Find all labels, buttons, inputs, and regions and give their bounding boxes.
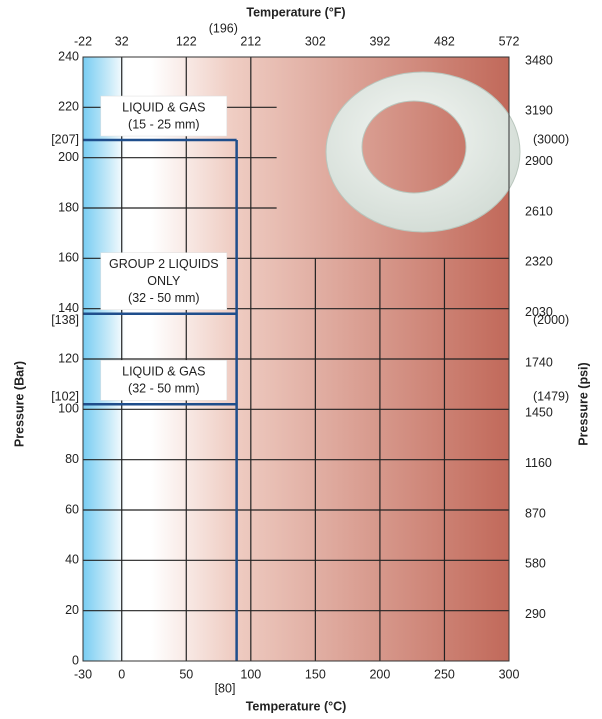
grid	[83, 57, 509, 661]
x-tick-label: 300	[499, 667, 520, 681]
region-label: ONLY	[147, 274, 181, 288]
region-label-box	[100, 252, 228, 310]
y2-tick-label: 2030	[525, 305, 553, 319]
x-tick-label: 50	[179, 667, 193, 681]
y2-tick-label: 3190	[525, 104, 553, 118]
region-label: LIQUID & GAS	[122, 365, 205, 379]
x2-tick-label: 302	[305, 34, 326, 48]
y-tick-label: 140	[58, 301, 79, 315]
region-label-box	[100, 360, 228, 401]
y2-tick-label: 3480	[525, 53, 553, 67]
x2-tick-label: 572	[499, 34, 520, 48]
y-annotation-label: [102]	[51, 390, 79, 404]
x2-tick-label: 122	[176, 34, 197, 48]
y-tick-label: 180	[58, 200, 79, 214]
ring-photo	[325, 71, 521, 233]
x2-tick-label: 212	[240, 34, 261, 48]
x-annotation-label: [80]	[215, 681, 236, 695]
y2-tick-label: 1740	[525, 355, 553, 369]
y-tick-label: 100	[58, 402, 79, 416]
y-tick-label: 20	[65, 603, 79, 617]
y-tick-label: 40	[65, 553, 79, 567]
region-label: LIQUID & GAS	[122, 100, 205, 114]
x2-tick-label: 32	[115, 34, 129, 48]
region-label-box	[100, 95, 228, 137]
region-label: (15 - 25 mm)	[128, 117, 200, 131]
y-tick-label: 120	[58, 351, 79, 365]
y-annotation-label: [138]	[51, 313, 79, 327]
y2-tick-label: 1160	[525, 456, 552, 470]
x2-annotation-label: (196)	[209, 21, 238, 35]
y2-tick-label: 580	[525, 557, 546, 571]
region-label: (32 - 50 mm)	[128, 291, 200, 305]
y2-tick-label: 870	[525, 506, 546, 520]
y-tick-label: 80	[65, 452, 79, 466]
y-tick-label: 200	[58, 150, 79, 164]
x-axis-title: Temperature (°C)	[246, 699, 347, 713]
y2-tick-label: 2610	[525, 204, 553, 218]
y2-annotation-label: (3000)	[533, 133, 569, 147]
x-tick-label: 0	[118, 667, 125, 681]
y2-annotation-label: (1479)	[533, 390, 569, 404]
y2-tick-label: 2320	[525, 255, 553, 269]
y-tick-label: 0	[72, 653, 79, 667]
region-label: (32 - 50 mm)	[128, 382, 200, 396]
y2-annotation-label: (2000)	[533, 313, 569, 327]
region-label: GROUP 2 LIQUIDS	[109, 257, 219, 271]
y-tick-label: 160	[58, 251, 79, 265]
y-axis-title: Pressure (Bar)	[12, 361, 26, 447]
x-tick-label: -30	[74, 667, 92, 681]
x2-tick-label: 392	[369, 34, 390, 48]
x2-tick-label: -22	[74, 34, 92, 48]
y-annotation-label: [207]	[51, 132, 79, 146]
y-tick-label: 60	[65, 502, 79, 516]
x-tick-label: 250	[434, 667, 455, 681]
marks: LIQUID & GAS (15 - 25 mm) GROUP 2 LIQUIDS O…	[83, 95, 238, 661]
x-tick-label: 100	[240, 667, 261, 681]
y2-tick-label: 2900	[525, 154, 553, 168]
y2-axis-title: Pressure (psi)	[576, 362, 590, 445]
y2-tick-label: 290	[525, 607, 546, 621]
x-tick-label: 200	[369, 667, 390, 681]
x2-tick-label: 482	[434, 34, 455, 48]
y-tick-label: 240	[58, 49, 79, 63]
plot-border	[82, 56, 510, 662]
y2-tick-label: 1450	[525, 406, 553, 420]
y-tick-label: 220	[58, 100, 79, 114]
x2-axis-title: Temperature (°F)	[246, 5, 345, 19]
x-tick-label: 150	[305, 667, 326, 681]
